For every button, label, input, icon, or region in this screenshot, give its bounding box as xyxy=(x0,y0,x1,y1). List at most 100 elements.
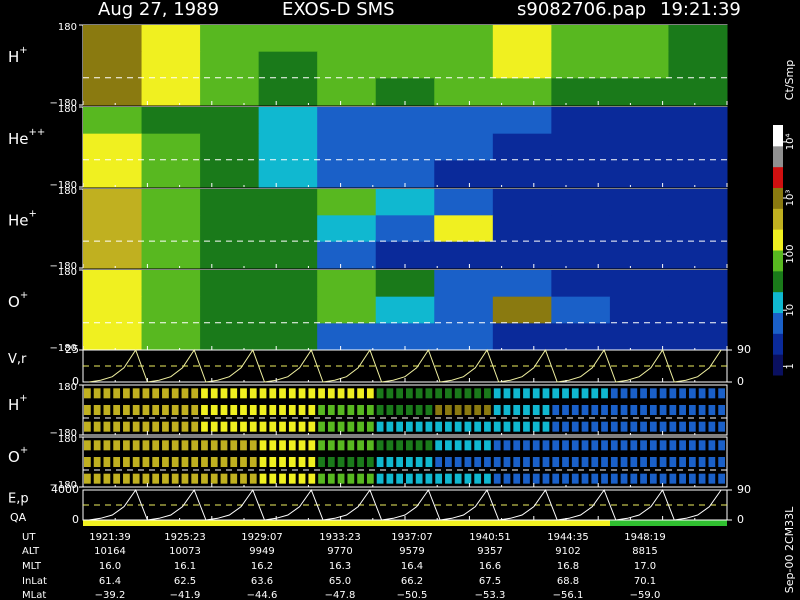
cell xyxy=(493,440,501,451)
cell xyxy=(200,160,260,188)
cell xyxy=(181,457,189,467)
cell xyxy=(474,440,482,451)
cell-text: −53.3 xyxy=(475,590,506,600)
cell xyxy=(523,421,530,432)
cell xyxy=(679,405,686,415)
cell xyxy=(191,388,199,399)
series-line xyxy=(88,488,722,521)
cell xyxy=(620,457,628,467)
cell-text: 61.4 xyxy=(99,576,121,587)
cell xyxy=(474,473,482,484)
cell-text: 65.0 xyxy=(329,576,351,587)
cell xyxy=(425,421,433,432)
cell xyxy=(269,457,277,467)
cell xyxy=(142,473,150,484)
cell xyxy=(240,457,247,467)
cell xyxy=(434,160,494,188)
cell xyxy=(454,457,462,467)
cell xyxy=(562,473,569,484)
cell xyxy=(171,473,179,484)
cell xyxy=(698,421,706,432)
cell xyxy=(308,405,316,415)
cell xyxy=(259,440,267,451)
cell xyxy=(571,405,579,415)
cell xyxy=(435,457,443,467)
cell xyxy=(132,388,140,399)
cell xyxy=(609,215,669,243)
cell xyxy=(698,405,706,415)
cell xyxy=(258,296,318,324)
cell xyxy=(327,457,335,467)
y2-tick-label: 90 xyxy=(737,343,751,356)
cell xyxy=(425,457,433,467)
cell xyxy=(103,421,111,432)
y2-tick-label: 90 xyxy=(737,483,751,496)
cell-text: 16.2 xyxy=(251,561,273,572)
colorbar-tick-label: 10 xyxy=(785,304,796,317)
cell xyxy=(201,405,208,415)
cell xyxy=(220,440,228,451)
cell xyxy=(93,457,101,467)
colorbar-tick-label: 1 xyxy=(785,363,796,369)
cell xyxy=(669,388,677,399)
cell xyxy=(366,405,374,415)
cell xyxy=(649,457,657,467)
cell xyxy=(551,107,611,135)
cell xyxy=(83,296,143,324)
cell xyxy=(308,440,316,451)
cell xyxy=(649,473,657,484)
cell xyxy=(464,421,472,432)
cell xyxy=(298,405,306,415)
cell-text: −41.9 xyxy=(170,590,201,600)
cell xyxy=(386,405,394,415)
cell xyxy=(317,25,377,53)
cell xyxy=(249,473,257,484)
cell xyxy=(551,189,611,216)
cell xyxy=(609,270,669,298)
cell xyxy=(366,457,374,467)
cell xyxy=(396,421,403,432)
cell xyxy=(162,421,169,432)
cell xyxy=(688,473,696,484)
cell xyxy=(200,133,260,161)
cell xyxy=(551,78,611,106)
cell xyxy=(601,473,608,484)
cell xyxy=(83,133,143,161)
cell xyxy=(258,51,318,79)
cell xyxy=(679,440,686,451)
cell xyxy=(230,405,238,415)
cell xyxy=(210,421,218,432)
cell xyxy=(688,440,696,451)
cell xyxy=(279,405,286,415)
cell xyxy=(551,215,611,243)
cell xyxy=(259,473,267,484)
cell xyxy=(376,388,384,399)
cell xyxy=(366,473,374,484)
cell-text: −39.2 xyxy=(95,590,126,600)
cell-text: 67.5 xyxy=(479,576,501,587)
y-tick-label: −180 xyxy=(50,480,77,491)
panel-label: O+ xyxy=(8,290,28,311)
ion: O xyxy=(8,293,20,311)
cell-text: 1925:23 xyxy=(164,532,206,543)
cell-text: 1944:35 xyxy=(547,532,589,543)
cell xyxy=(375,51,435,79)
cell xyxy=(191,421,199,432)
cell xyxy=(317,51,377,79)
cell-text: 16.3 xyxy=(329,561,351,572)
cell xyxy=(347,457,355,467)
cell xyxy=(668,160,728,188)
cell-text: 63.6 xyxy=(251,576,273,587)
cell xyxy=(591,388,599,399)
colorbar-tick-label: 10³ xyxy=(785,190,796,207)
cell xyxy=(375,189,435,216)
cell xyxy=(386,473,394,484)
cell xyxy=(620,388,628,399)
cell xyxy=(279,457,286,467)
cell xyxy=(132,421,140,432)
cell xyxy=(386,440,394,451)
cell xyxy=(230,473,238,484)
cell xyxy=(220,405,228,415)
cell xyxy=(93,421,101,432)
cell xyxy=(230,421,238,432)
